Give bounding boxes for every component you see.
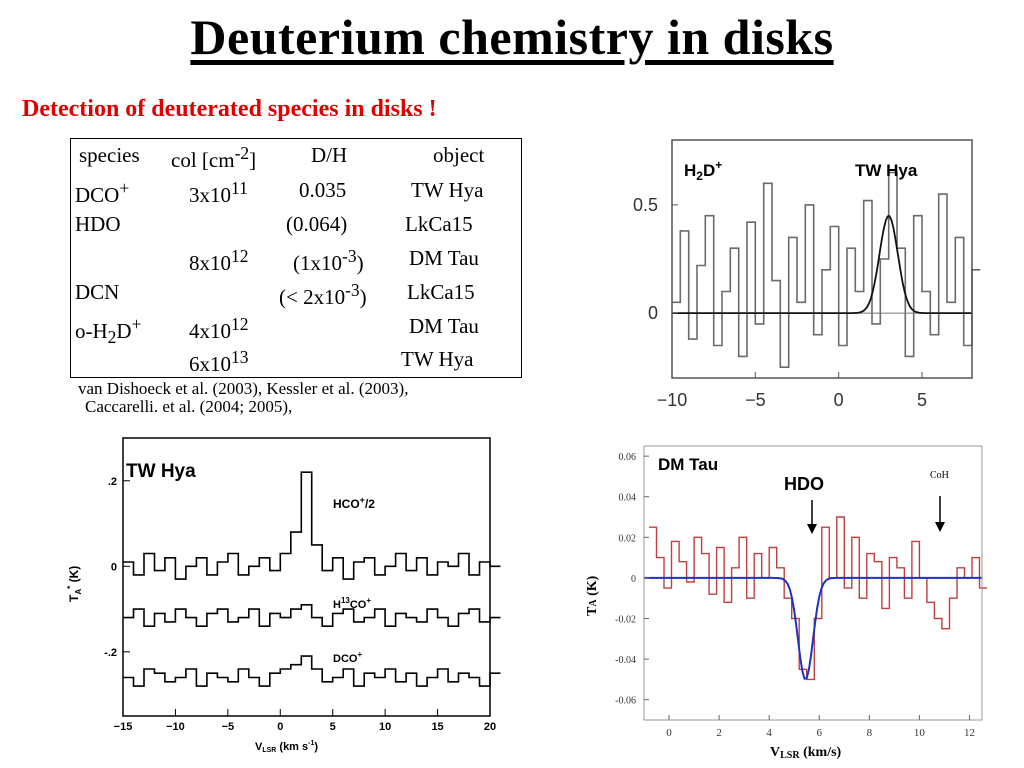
y-tick-label: -0.04	[615, 655, 636, 666]
x-tick-label: 10	[379, 721, 391, 733]
y-tick-label: 0.5	[633, 195, 658, 215]
x-tick-label: 0	[666, 727, 672, 739]
spectrum-series	[123, 604, 501, 627]
table-cell-object: DM Tau	[409, 314, 479, 338]
y-tick-label: -0.02	[615, 615, 636, 626]
table-cell-column: 4x1012	[189, 314, 249, 343]
table-cell-dh: 0.035	[299, 178, 347, 202]
table-cell-species: HDO	[75, 212, 121, 236]
table-cell-column: 3x1011	[189, 178, 248, 207]
chart-annotation-object: TW Hya	[855, 161, 918, 180]
y-tick-label: 0.06	[619, 452, 637, 463]
y-axis-label: TA (K)	[585, 575, 600, 616]
series-label-h13co: H13CO+	[333, 596, 371, 611]
twhya-spectra-chart: −15 −10 −5 0 5 10 15 20 .2 0 -.2 TW Hya HCO+/2 H13…	[50, 430, 510, 756]
reference-line: van Dishoeck et al. (2003), Kessler et a…	[78, 379, 409, 398]
species-table: species col [cm-2] D/H object DCO+ 3x101…	[70, 138, 522, 378]
x-tick-label: 0	[277, 721, 283, 733]
chart-annotation-hdo: HDO	[784, 474, 824, 494]
reference-line: Caccarelli. et al. (2004; 2005),	[85, 397, 293, 416]
table-header-object: object	[433, 143, 485, 167]
y-axis-label: TA* (K)	[66, 566, 83, 602]
y-tick-label: 0	[111, 561, 117, 573]
x-tick-label: −10	[166, 721, 185, 733]
chart-background	[612, 130, 1024, 420]
table-header-species: species	[79, 143, 140, 167]
table-cell-dh: (0.064)	[286, 212, 348, 236]
hdo-arrow	[807, 500, 817, 534]
y-tick-label: 0.02	[619, 533, 637, 544]
plot-frame	[122, 437, 491, 717]
gaussian-fit-line	[644, 576, 982, 680]
chart-background	[562, 426, 992, 764]
spectrum-series	[672, 171, 981, 368]
table-cell-species: DCO+	[75, 178, 130, 207]
x-tick-label: 6	[817, 727, 823, 739]
spectrum-series	[123, 655, 501, 687]
spectrum-series	[123, 471, 501, 580]
x-tick-label: −15	[114, 721, 133, 733]
table-cell-dh: (1x10-3)	[293, 246, 364, 275]
table-header-column: col [cm-2]	[171, 143, 257, 172]
slide-subtitle: Detection of deuterated species in disks…	[22, 96, 437, 122]
dmtau-hdo-chart: 0 2 4 6 8 10 12 0.06 0.04 0.02 0 -0.02 -0.04 -0.06 DM…	[562, 426, 992, 764]
x-tick-label: 4	[766, 727, 772, 739]
y-tick-label: 0	[648, 303, 658, 323]
x-tick-label: 0	[834, 390, 844, 410]
table-cell-object: LkCa15	[405, 212, 473, 236]
chart-annotation-coh: CoH	[930, 470, 949, 481]
x-tick-label: 5	[330, 721, 336, 733]
table-cell-species: DCN	[75, 280, 120, 304]
y-tick-label: -0.06	[615, 696, 636, 707]
table-cell-column: 8x1012	[189, 246, 249, 275]
x-tick-label: 10	[914, 727, 926, 739]
series-label-dco: DCO+	[333, 650, 362, 665]
x-tick-label: 5	[917, 390, 927, 410]
y-tick-label: -.2	[104, 647, 117, 659]
y-tick-label: 0	[631, 574, 636, 585]
chart-background	[50, 430, 510, 756]
chart-annotation-object: TW Hya	[126, 461, 196, 482]
plot-frame	[671, 139, 973, 379]
x-tick-label: 2	[716, 727, 722, 739]
y-tick-label: .2	[108, 476, 117, 488]
y-tick-label: 0.04	[619, 493, 637, 504]
x-tick-label: −5	[222, 721, 235, 733]
x-tick-label: −5	[745, 390, 766, 410]
table-cell-object: TW Hya	[401, 347, 474, 371]
series-label-hco: HCO+/2	[333, 495, 375, 511]
plot-frame	[643, 445, 983, 721]
table-cell-object: LkCa15	[407, 280, 475, 304]
table-header-dh: D/H	[311, 143, 348, 167]
chart-annotation-object: DM Tau	[658, 455, 718, 474]
references: van Dishoeck et al. (2003), Kessler et a…	[78, 380, 408, 416]
x-tick-label: 8	[867, 727, 873, 739]
table-cell-object: TW Hya	[411, 178, 484, 202]
x-tick-label: 15	[431, 721, 443, 733]
spectrum-series	[649, 516, 987, 681]
gaussian-fit-line	[672, 215, 972, 314]
x-tick-label: −10	[657, 390, 688, 410]
x-tick-label: 20	[484, 721, 496, 733]
x-axis-label: VLSR (km/s)	[770, 745, 842, 761]
x-tick-label: 12	[964, 727, 975, 739]
h2d-spectrum-chart: −10 −5 0 50.50 H2D+ TW Hya	[612, 130, 1024, 420]
table-cell-object: DM Tau	[409, 246, 479, 270]
table-cell-column: 6x1013	[189, 347, 249, 376]
table-cell-dh: (< 2x10-3)	[279, 280, 367, 309]
slide-title: Deuterium chemistry in disks	[190, 9, 834, 65]
table-cell-species: o-H2D+	[75, 314, 142, 348]
coh-arrow	[935, 496, 945, 532]
